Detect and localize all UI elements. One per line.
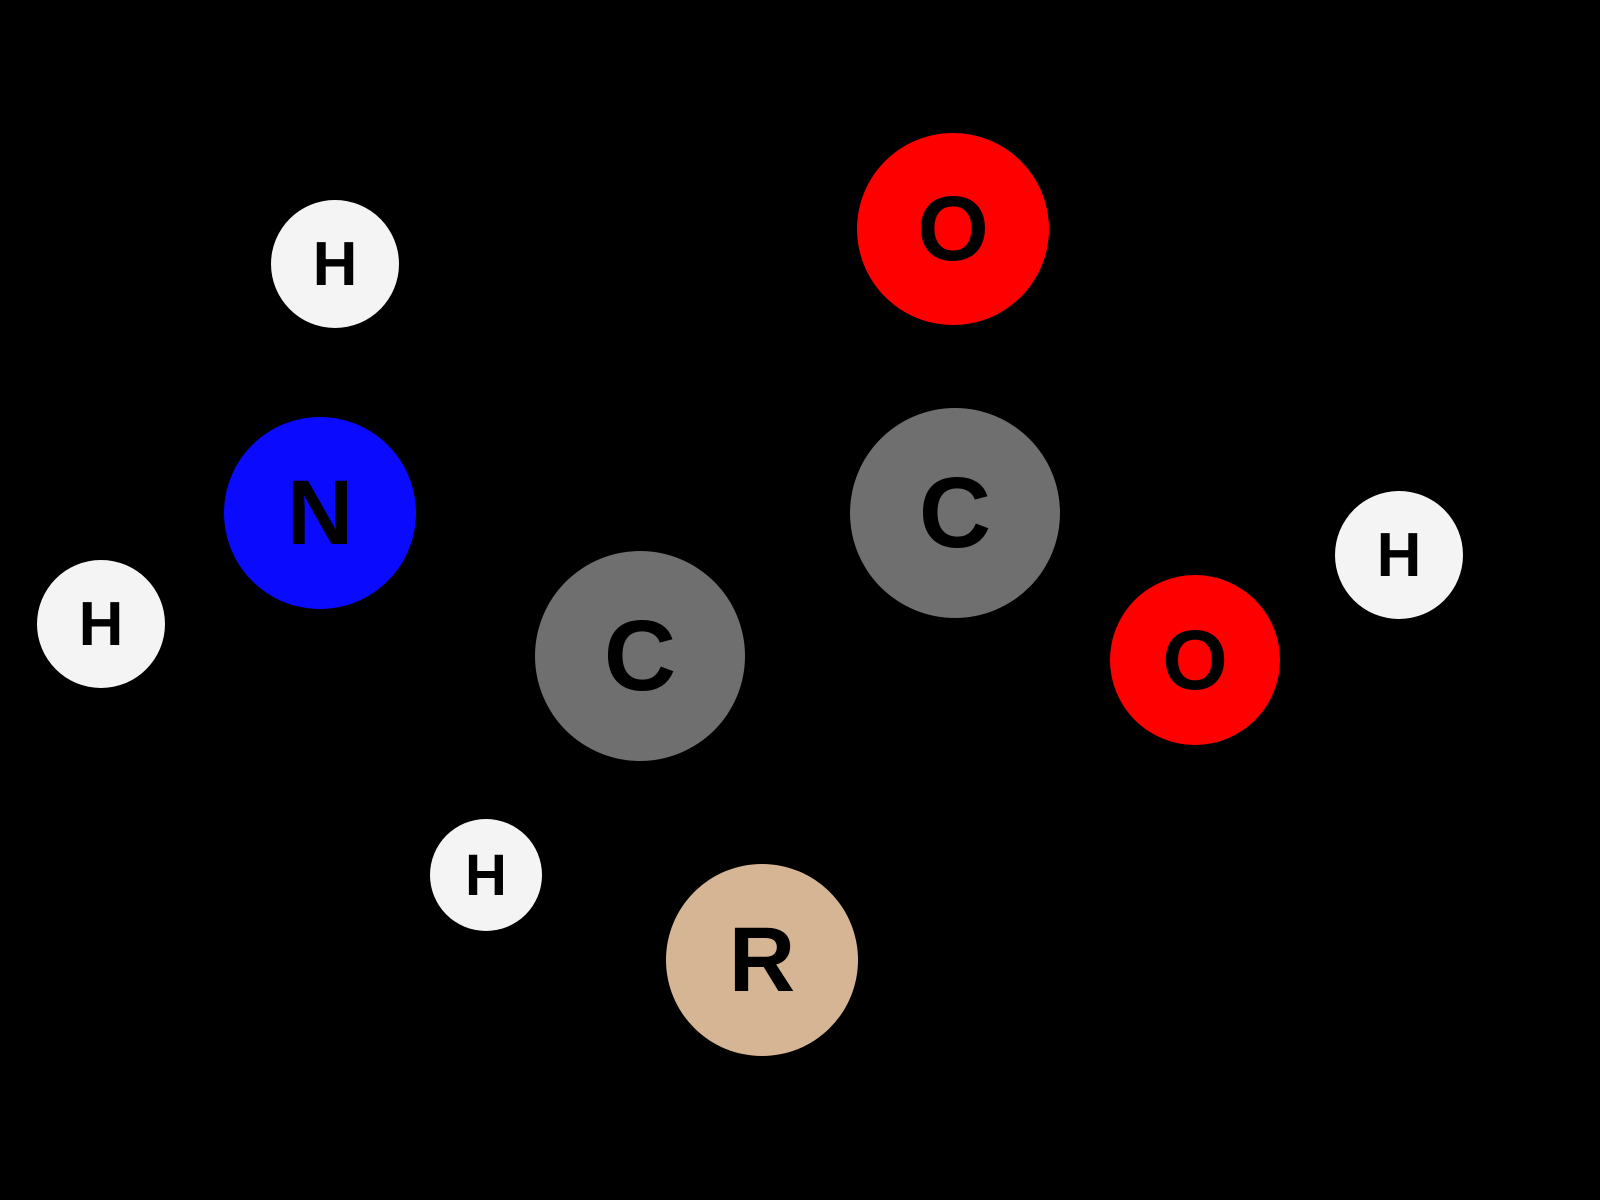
atom-label: R bbox=[729, 908, 795, 1013]
atom-o_top: O bbox=[857, 133, 1049, 325]
atom-h_right: H bbox=[1335, 491, 1463, 619]
atom-h_left: H bbox=[37, 560, 165, 688]
atom-label: H bbox=[465, 842, 507, 909]
atom-n: N bbox=[224, 417, 416, 609]
atom-h_top: H bbox=[271, 200, 399, 328]
atom-c_alpha: C bbox=[535, 551, 745, 761]
atom-label: H bbox=[1377, 520, 1422, 591]
atom-label: O bbox=[1162, 612, 1227, 709]
atom-h_below: H bbox=[430, 819, 542, 931]
atom-r: R bbox=[666, 864, 858, 1056]
molecule-diagram: H N H C H R C O O H bbox=[0, 0, 1600, 1200]
atom-label: C bbox=[919, 456, 991, 571]
atom-c_carboxyl: C bbox=[850, 408, 1060, 618]
atom-label: C bbox=[604, 599, 676, 714]
atom-label: H bbox=[313, 229, 358, 300]
atom-label: H bbox=[79, 589, 124, 660]
atom-label: O bbox=[917, 177, 989, 282]
atom-o_right: O bbox=[1110, 575, 1280, 745]
atom-label: N bbox=[287, 461, 353, 566]
